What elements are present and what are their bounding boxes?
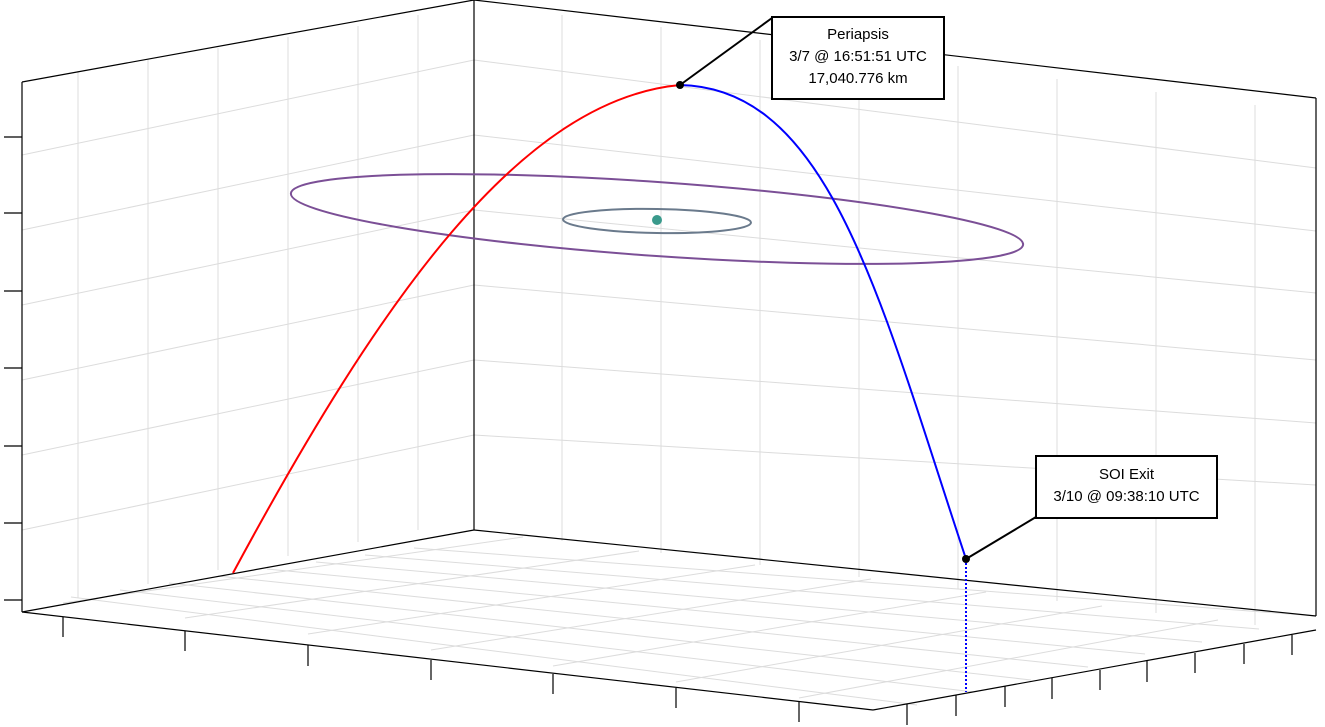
periapsis-marker [676, 81, 684, 89]
outer-orbit [289, 173, 1025, 265]
floor-grid [62, 536, 1317, 706]
left-wall-grid [21, 15, 475, 598]
central-body [652, 215, 662, 225]
axis-ticks [4, 136, 1293, 725]
soi-exit-callout: SOI Exit 3/10 @ 09:38:10 UTC [1035, 455, 1218, 519]
periapsis-callout: Periapsis 3/7 @ 16:51:51 UTC 17,040.776 … [771, 16, 945, 100]
soi-exit-date: 3/10 @ 09:38:10 UTC [1053, 488, 1200, 505]
inner-orbit [562, 207, 752, 235]
periapsis-date: 3/7 @ 16:51:51 UTC [789, 48, 927, 65]
plot-axes [21, 0, 1317, 711]
periapsis-leader-line [679, 17, 773, 86]
periapsis-title: Periapsis [827, 26, 889, 43]
periapsis-altitude: 17,040.776 km [808, 70, 908, 87]
back-wall-grid [473, 15, 1317, 625]
soi-exit-marker [962, 555, 970, 563]
incoming-trajectory [232, 84, 681, 574]
outgoing-trajectory [679, 84, 967, 560]
soi-exit-leader-line [965, 516, 1037, 560]
soi-exit-title: SOI Exit [1098, 466, 1154, 483]
